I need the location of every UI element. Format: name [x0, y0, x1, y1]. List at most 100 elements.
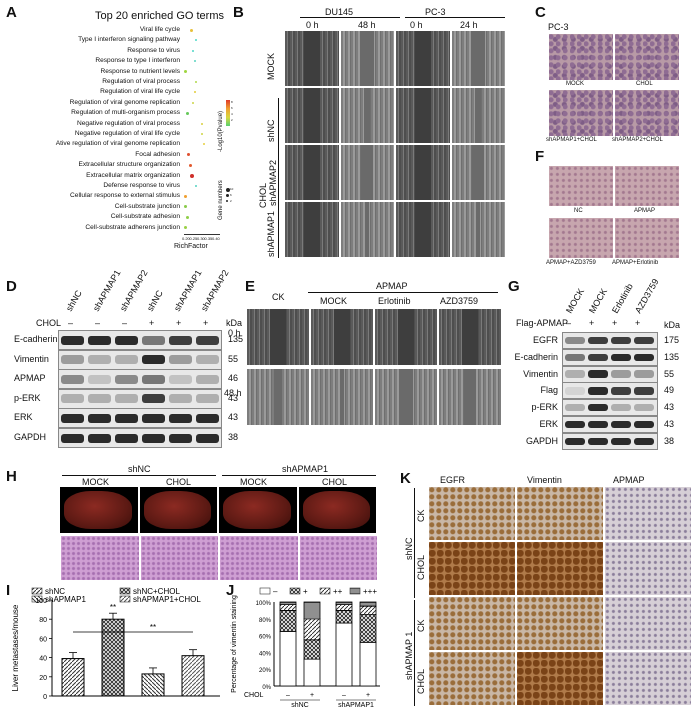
go-x-label: RichFactor — [174, 243, 208, 250]
b-row-mock: MOCK — [266, 53, 276, 80]
b-wound-image — [339, 30, 395, 87]
d-band — [115, 335, 138, 345]
g-band — [634, 420, 654, 429]
ihc-image — [428, 596, 516, 651]
d-kda-value: 46 — [228, 373, 239, 384]
d-blot-row — [58, 369, 222, 390]
g-band — [611, 403, 631, 412]
g-band — [611, 437, 631, 446]
d-band — [196, 355, 219, 365]
c-label-mock: MOCK — [566, 81, 584, 87]
g-band — [611, 336, 631, 345]
g-blot-row — [562, 348, 658, 366]
i-y-label: Liver metastases/mouse — [11, 604, 20, 691]
j-chol-sign: – — [286, 692, 290, 699]
go-dot — [195, 81, 197, 83]
b-wound-image — [284, 144, 340, 201]
pc3-underline — [405, 17, 505, 18]
g-protein-label: Flag — [540, 385, 558, 396]
g-protein-label: GAPDH — [525, 435, 558, 446]
j-legend-label: – — [273, 587, 278, 596]
g-protein-label: ERK — [539, 419, 558, 429]
b-wound-image — [395, 30, 451, 87]
k-shapmap1-bracket — [414, 600, 415, 706]
go-dot — [195, 185, 197, 187]
go-term-label: Defense response to virus — [103, 182, 180, 189]
g-band — [611, 370, 631, 378]
g-lane-label: MOCK — [564, 286, 587, 315]
e-scratch-gap — [334, 309, 350, 365]
e-col-mock: MOCK — [320, 296, 347, 306]
j-legend-swatch — [259, 587, 271, 595]
b-wound-image — [339, 201, 395, 258]
f-image-apmap-azd3759 — [548, 217, 614, 259]
j-stack-segment — [303, 658, 321, 687]
e-apmap-underline — [308, 292, 498, 293]
liver-organ — [223, 491, 291, 529]
b-row-shapmap2: shAPMAP2 — [268, 159, 278, 206]
g-band — [634, 370, 654, 378]
go-term-label: Negative regulation of viral process — [77, 119, 180, 127]
du145-underline — [300, 17, 400, 18]
j-stack-segment — [279, 609, 297, 632]
i-legend-swatch — [31, 595, 43, 603]
f-label-apmap-azd3759: APMAP+AZD3759 — [546, 260, 596, 266]
j-stack-segment — [303, 618, 321, 641]
j-stack-segment — [359, 605, 377, 616]
d-band — [61, 433, 84, 443]
g-blot-row — [562, 382, 658, 400]
j-group-label: shNC — [291, 702, 309, 709]
g-band — [588, 336, 608, 345]
go-term-label: Response to nutrient levels — [100, 67, 180, 75]
f-image-nc — [548, 165, 614, 207]
d-blot-row — [58, 428, 222, 448]
j-stack-segment — [335, 609, 353, 624]
f-image-apmap — [614, 165, 680, 207]
j-stack-segment — [303, 639, 321, 660]
go-dot — [192, 49, 194, 52]
j-group-label: shAPMAP1 — [338, 702, 374, 709]
go-size-legend-dot — [226, 188, 230, 192]
g-protein-label: p-ERK — [531, 402, 558, 413]
b-scratch-gap — [361, 145, 374, 200]
vimentin-stacked-bar-chart: – + ++ +++100%80%60%40%20%0%Percentage of v… — [231, 587, 380, 709]
i-legend-label: shNC+CHOL — [133, 587, 180, 596]
he-section — [139, 535, 219, 581]
panel-letter-i: I — [6, 582, 11, 599]
g-lane-label: MOCK — [587, 286, 610, 315]
b-wound-image — [395, 87, 451, 144]
g-blot-row — [562, 432, 658, 450]
c-label-chol: CHOL — [636, 81, 653, 87]
i-bar — [101, 618, 125, 697]
b-scratch-gap — [414, 88, 431, 143]
go-color-legend-tick: 6 — [231, 106, 233, 110]
go-color-legend-tick: 2 — [231, 118, 233, 122]
e-wound-image — [438, 308, 502, 366]
go-term-label: Type I interferon signaling pathway — [78, 36, 180, 44]
h-group-shnc: shNC — [128, 464, 151, 474]
j-chol-sign: + — [310, 692, 314, 699]
h-col-chol-1: CHOL — [166, 477, 192, 487]
j-legend-label: ++ — [333, 587, 343, 596]
d-lane-label: shAPMAP2 — [199, 268, 231, 313]
liver-organ — [143, 491, 211, 529]
g-band — [634, 437, 654, 446]
j-y-tick: 20% — [259, 668, 272, 674]
he-section — [60, 535, 140, 581]
go-dot — [184, 205, 187, 209]
k-row-chol-1: CHOL — [416, 554, 426, 580]
e-wound-image — [310, 368, 374, 426]
d-band — [115, 433, 138, 443]
j-stack-segment — [359, 614, 377, 643]
go-title: Top 20 enriched GO terms — [95, 10, 225, 22]
d-band — [142, 394, 165, 404]
go-size-legend-tick: 6 — [230, 193, 232, 197]
d-band — [169, 335, 192, 345]
j-stack-segment — [335, 622, 353, 687]
j-y-tick: 60% — [259, 635, 272, 641]
wound-healing-grid-e — [246, 306, 502, 430]
e-time-48h: 48 h — [224, 388, 242, 398]
j-stack-segment — [359, 641, 377, 687]
k-col-apmap: APMAP — [613, 475, 645, 485]
b-wound-image — [339, 87, 395, 144]
